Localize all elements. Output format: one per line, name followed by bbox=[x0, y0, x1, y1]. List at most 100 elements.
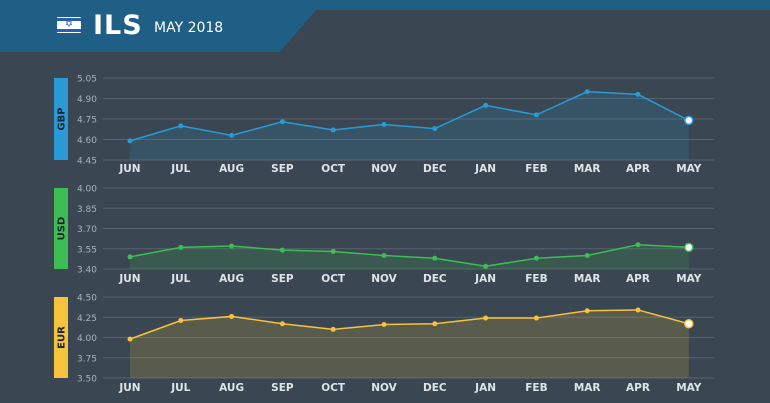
x-tick-label: NOV bbox=[371, 163, 397, 175]
x-tick-label: MAY bbox=[676, 273, 702, 285]
data-point bbox=[432, 255, 438, 261]
x-tick-label: APR bbox=[626, 273, 650, 285]
data-point bbox=[432, 321, 438, 327]
x-tick-label: FEB bbox=[525, 382, 547, 394]
data-point bbox=[178, 244, 184, 250]
series-tab bbox=[54, 297, 68, 378]
x-tick-label: OCT bbox=[321, 163, 346, 175]
chart-panel-eur: 4.50 4.25 4.00 3.75 3.50 EUR JUN JUL AUG SEP OCT NO… bbox=[54, 294, 714, 394]
data-point bbox=[127, 254, 133, 260]
x-tick-label: MAR bbox=[574, 273, 601, 285]
data-point bbox=[381, 121, 387, 127]
data-point bbox=[635, 307, 641, 313]
y-tick-label: 4.45 bbox=[77, 157, 97, 167]
data-point bbox=[279, 119, 285, 125]
data-point bbox=[330, 248, 336, 254]
y-tick-label: 3.55 bbox=[77, 245, 97, 255]
series-label: GBP bbox=[57, 107, 68, 130]
flag-stripe-bottom bbox=[57, 29, 81, 32]
y-tick-label: 3.40 bbox=[77, 266, 97, 276]
x-tick-label: FEB bbox=[525, 163, 547, 175]
data-point bbox=[584, 308, 590, 314]
series-label: EUR bbox=[57, 326, 68, 349]
x-tick-label: AUG bbox=[219, 163, 244, 175]
data-point bbox=[483, 263, 489, 269]
x-tick-label: MAY bbox=[676, 382, 702, 394]
x-tick-label: NOV bbox=[371, 382, 397, 394]
data-point bbox=[381, 322, 387, 328]
data-point bbox=[229, 243, 235, 249]
chart-panel-usd: 4.00 3.85 3.70 3.55 3.40 USD JUN JUL AUG SEP OCT NO… bbox=[54, 185, 714, 285]
x-tick-label: AUG bbox=[219, 273, 244, 285]
x-tick-label: JAN bbox=[474, 163, 496, 175]
x-tick-label: MAY bbox=[676, 163, 702, 175]
y-tick-label: 4.50 bbox=[77, 294, 97, 304]
data-point bbox=[584, 253, 590, 258]
header-band bbox=[0, 0, 770, 10]
data-point bbox=[483, 102, 489, 108]
flag-stripe-top bbox=[57, 18, 81, 21]
currency-code: ILS bbox=[93, 10, 143, 41]
x-tick-label: MAR bbox=[574, 163, 601, 175]
x-tick-label: DEC bbox=[423, 382, 447, 394]
data-point bbox=[533, 315, 539, 321]
chart-panel-gbp: 5.05 4.90 4.75 4.60 4.45 GBP JUN JUL AUG SEP OCT NO… bbox=[54, 75, 714, 175]
x-tick-label: DEC bbox=[423, 273, 447, 285]
y-tick-label: 4.25 bbox=[77, 314, 97, 324]
series-line bbox=[129, 309, 689, 340]
data-point bbox=[229, 132, 235, 138]
data-point bbox=[533, 112, 539, 118]
y-tick-label: 4.90 bbox=[77, 95, 97, 105]
series-tab bbox=[54, 78, 68, 160]
data-point bbox=[330, 326, 336, 332]
star-of-david-icon: ✡ bbox=[64, 19, 74, 30]
series-area bbox=[130, 309, 689, 378]
y-tick-label: 3.50 bbox=[77, 375, 97, 385]
y-tick-label: 4.75 bbox=[77, 116, 97, 126]
y-tick-label: 3.70 bbox=[77, 225, 97, 235]
x-tick-label: OCT bbox=[321, 382, 346, 394]
data-point bbox=[330, 127, 336, 133]
x-tick-label: JUN bbox=[118, 273, 140, 285]
y-tick-label: 4.60 bbox=[77, 136, 97, 146]
x-tick-label: AUG bbox=[219, 382, 244, 394]
israel-flag-icon: ✡ bbox=[57, 17, 81, 33]
data-point bbox=[127, 138, 133, 144]
data-point bbox=[635, 242, 641, 248]
series-line bbox=[129, 243, 689, 268]
data-point bbox=[279, 321, 285, 327]
data-point bbox=[178, 123, 184, 129]
data-point bbox=[432, 126, 438, 132]
header-tab bbox=[0, 0, 325, 52]
x-tick-label: OCT bbox=[321, 273, 346, 285]
series-line bbox=[129, 90, 690, 142]
data-point bbox=[584, 89, 590, 95]
series-tab bbox=[54, 188, 68, 269]
data-point bbox=[127, 336, 133, 342]
data-point bbox=[381, 253, 387, 258]
y-tick-label: 4.00 bbox=[77, 334, 97, 344]
data-point bbox=[684, 115, 694, 126]
data-point bbox=[279, 247, 285, 253]
y-tick-label: 3.75 bbox=[77, 354, 97, 364]
y-tick-label: 3.85 bbox=[77, 205, 97, 215]
x-tick-label: SEP bbox=[271, 382, 294, 394]
data-point bbox=[684, 318, 694, 329]
x-tick-label: APR bbox=[626, 382, 650, 394]
x-tick-label: JUL bbox=[170, 163, 190, 175]
x-tick-label: JAN bbox=[474, 382, 496, 394]
x-tick-label: SEP bbox=[271, 163, 294, 175]
series-area bbox=[130, 91, 689, 160]
x-tick-label: JUL bbox=[170, 382, 190, 394]
series-label: USD bbox=[57, 217, 68, 241]
data-point bbox=[229, 313, 235, 319]
y-tick-label: 4.00 bbox=[77, 185, 97, 195]
x-tick-label: APR bbox=[626, 163, 650, 175]
data-point bbox=[533, 255, 539, 261]
report-period: MAY 2018 bbox=[154, 20, 224, 36]
x-tick-label: SEP bbox=[271, 273, 294, 285]
x-tick-label: NOV bbox=[371, 273, 397, 285]
x-tick-label: JUN bbox=[118, 382, 140, 394]
y-tick-label: 5.05 bbox=[77, 75, 97, 85]
